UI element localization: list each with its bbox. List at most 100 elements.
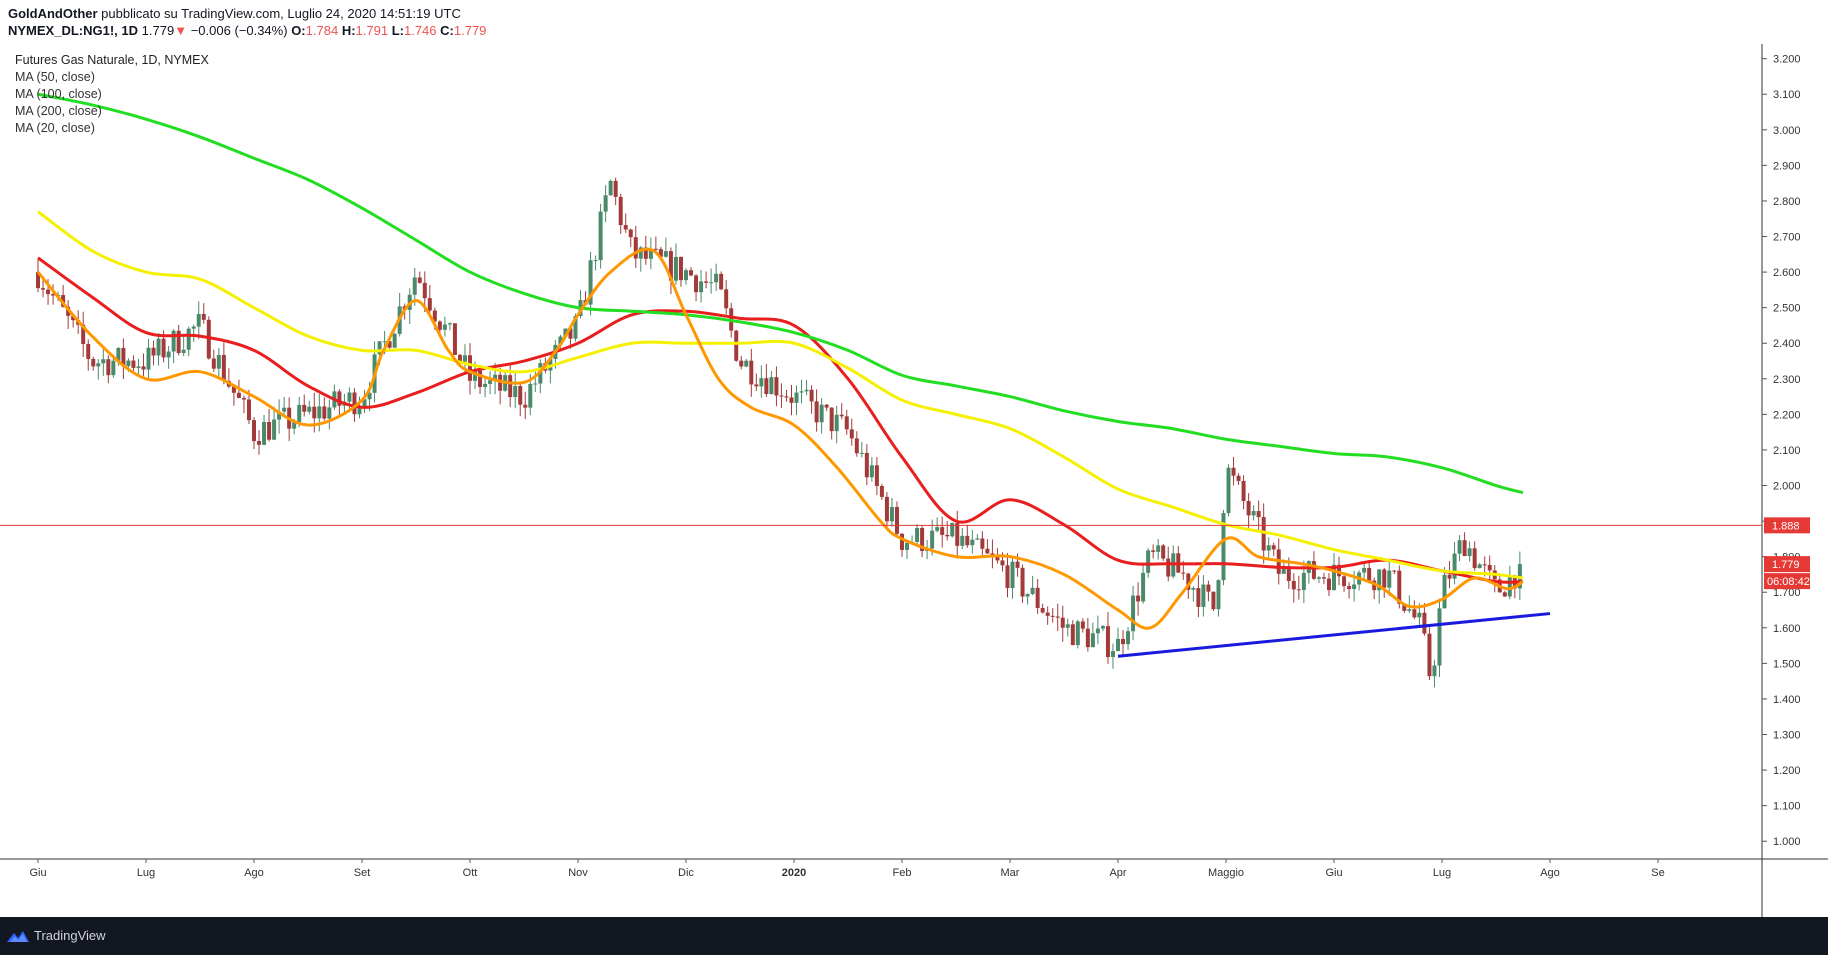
candle [1211, 591, 1216, 611]
chart-area[interactable]: 1.000 1.100 1.200 1.300 1.400 1.500 1.600 1.700… [0, 44, 1828, 917]
candle-body [764, 378, 769, 395]
ma100-line[interactable] [37, 210, 1524, 580]
candle [1442, 567, 1447, 609]
candle-body [1226, 467, 1231, 513]
candle [1472, 541, 1477, 571]
candle-body [1427, 633, 1432, 677]
candle [468, 343, 472, 395]
candle [1080, 618, 1085, 633]
candle [1231, 457, 1236, 486]
candle [447, 322, 452, 331]
candle [809, 385, 814, 414]
candle-body [774, 377, 779, 396]
candle-body [1126, 631, 1131, 645]
candle-body [201, 313, 206, 320]
candle [593, 255, 598, 271]
candle [764, 364, 769, 397]
ma50-line[interactable] [37, 256, 1524, 584]
candle-body [849, 429, 854, 439]
candle [267, 408, 272, 442]
candle-body [598, 211, 603, 261]
candle-body [1387, 570, 1392, 588]
candle-body [920, 527, 925, 551]
ma200-line[interactable] [37, 92, 1524, 495]
x-tick-label: Nov [568, 867, 588, 879]
candle-body [945, 534, 950, 537]
author-name[interactable]: GoldAndOther [8, 6, 98, 21]
candle [1121, 630, 1126, 655]
down-arrow-icon: ▼ [174, 23, 188, 38]
candle-body [1030, 587, 1035, 594]
candle-body [362, 399, 367, 407]
candle [874, 457, 879, 496]
candle-body [282, 407, 287, 412]
candle [759, 365, 764, 398]
candle [814, 389, 819, 432]
legend-ma100[interactable]: MA (100, close) [15, 87, 102, 101]
candle [588, 251, 593, 316]
candle-body [1116, 638, 1120, 652]
legend-ma50[interactable]: MA (50, close) [15, 70, 95, 84]
candle-body [1025, 593, 1030, 597]
candle-body [156, 338, 161, 356]
candle-body [1281, 568, 1286, 574]
candle-body [799, 391, 804, 393]
low-label: L: [391, 23, 404, 38]
candle-body [457, 354, 462, 362]
legend-title: Futures Gas Naturale, 1D, NYMEX [15, 53, 209, 67]
candle-body [1502, 592, 1507, 597]
candle [1457, 535, 1462, 562]
candle [141, 353, 146, 377]
candle-body [623, 225, 628, 230]
y-tick-label: 2.800 [1773, 196, 1801, 208]
x-tick-label: Set [354, 867, 371, 879]
candle-body [980, 538, 985, 549]
candle-body [749, 360, 754, 385]
x-tick-label: Giu [1325, 867, 1342, 879]
candle-body [1045, 612, 1050, 616]
candle [1030, 575, 1035, 596]
candle [1326, 572, 1331, 596]
support-trendline[interactable] [1117, 612, 1551, 658]
chart-header: GoldAndOther pubblicato su TradingView.c… [0, 0, 1828, 44]
candle-body [879, 486, 884, 497]
y-tick-label: 1.200 [1773, 765, 1801, 777]
price-chart[interactable]: 1.000 1.100 1.200 1.300 1.400 1.500 1.600 1.700… [0, 44, 1828, 917]
candle-body [231, 386, 236, 393]
candle-body [478, 370, 483, 387]
candle-body [819, 404, 824, 423]
candle-body [1121, 638, 1126, 645]
candle [221, 342, 226, 385]
candle-body [1241, 480, 1246, 501]
candle [598, 203, 603, 269]
candle-body [46, 289, 51, 295]
legend-ma20[interactable]: MA (20, close) [15, 121, 95, 135]
y-tick-label: 3.000 [1773, 125, 1801, 137]
legend-ma200[interactable]: MA (200, close) [15, 104, 102, 118]
candle-body [829, 407, 834, 432]
candle-body [186, 328, 191, 350]
tradingview-brand[interactable]: TradingView [34, 928, 106, 943]
candle-body [1211, 591, 1216, 610]
candle [603, 185, 608, 223]
candle [1246, 493, 1251, 528]
candle-body [789, 397, 794, 403]
candle-body [970, 539, 975, 546]
candle-body [1161, 545, 1166, 559]
candle [1216, 579, 1221, 617]
candle [734, 329, 739, 362]
candle [704, 271, 709, 289]
chart-legend: Futures Gas Naturale, 1D, NYMEX MA (50, … [15, 52, 209, 137]
candle-body [317, 406, 322, 419]
candle [965, 524, 970, 548]
candle [262, 414, 267, 446]
candle [794, 385, 799, 416]
candle-body [1186, 573, 1191, 590]
candle-body [1100, 626, 1105, 629]
candle-body [1342, 576, 1347, 587]
x-tick-label: Dic [678, 867, 694, 879]
candle-body [528, 383, 533, 408]
ma20-line[interactable] [36, 247, 1524, 630]
candle [1296, 575, 1301, 600]
candle [1156, 539, 1161, 560]
